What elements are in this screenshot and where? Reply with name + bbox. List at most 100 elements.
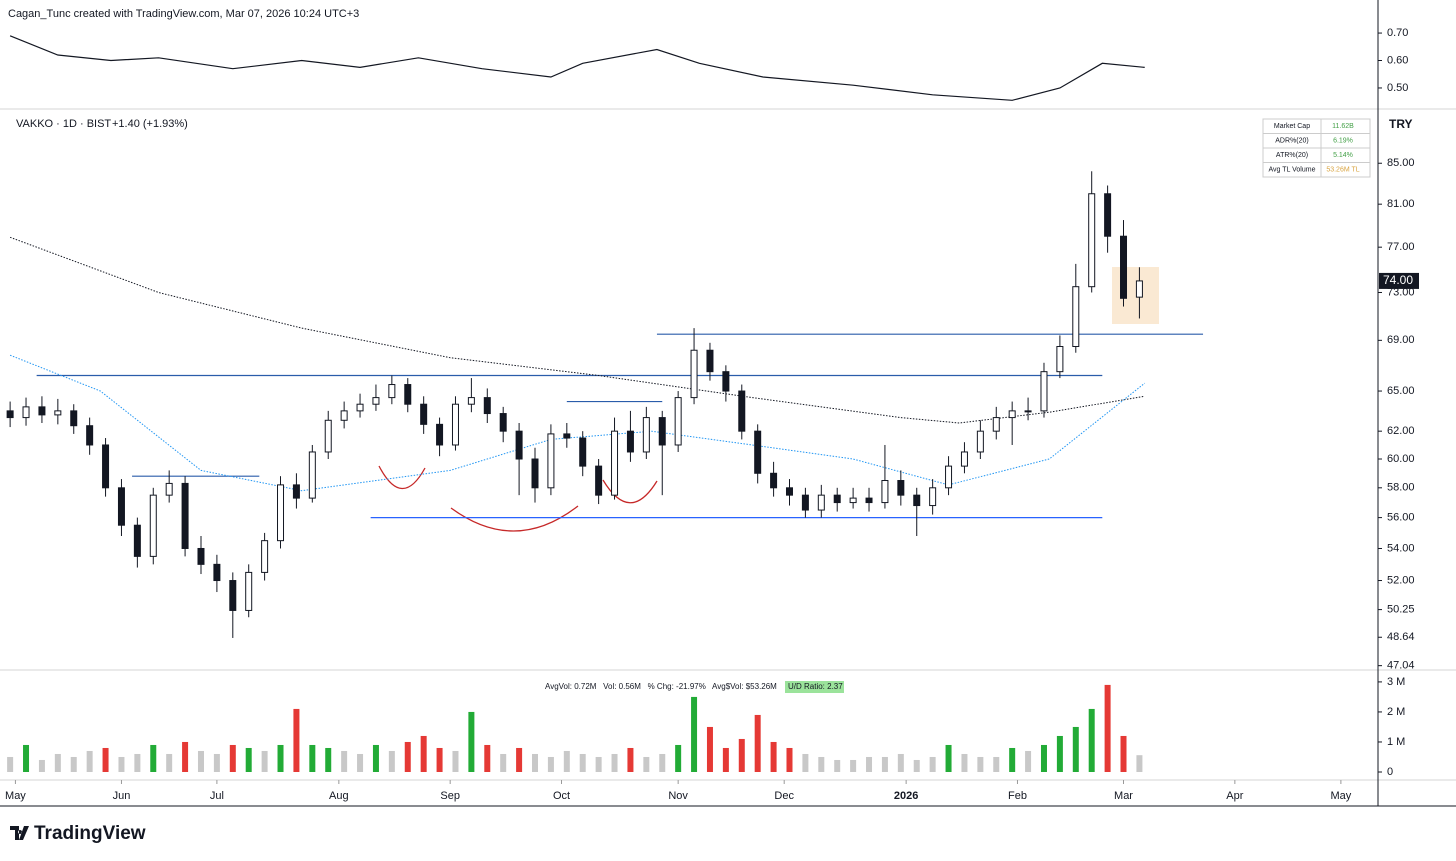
y-tick-label: 81.00 (1387, 198, 1415, 210)
x-tick-label: Sep (440, 790, 460, 802)
candle-body (6, 410, 14, 419)
volume-bar (611, 753, 618, 772)
volume-bar (277, 744, 284, 772)
volume-bar (150, 744, 157, 772)
candle-body (261, 540, 269, 573)
volume-bar (722, 747, 729, 772)
y-tick-label: 52.00 (1387, 574, 1415, 586)
volume-tick-label: 2 M (1387, 706, 1405, 718)
candle-body (1135, 280, 1143, 298)
volume-bar (866, 756, 873, 772)
volume-bar (1104, 684, 1111, 772)
volume-bar (245, 747, 252, 772)
volume-bar (881, 756, 888, 772)
volume-bar (468, 711, 475, 772)
y-tick-label: 60.00 (1387, 453, 1415, 465)
volume-bar (70, 756, 77, 772)
logo-mark (10, 826, 29, 840)
x-tick-label: Mar (1114, 790, 1133, 802)
volume-bar (691, 696, 698, 772)
volume-bar (404, 741, 411, 772)
candle-body (70, 410, 78, 427)
candle-body (1040, 371, 1048, 412)
table-key: Avg TL Volume (1269, 167, 1316, 174)
currency: TRY (1389, 117, 1413, 131)
credit: Cagan_Tunc created with TradingView.com,… (8, 8, 359, 20)
last-price-label: 74.00 (1383, 273, 1413, 287)
volume-bar (643, 756, 650, 772)
candle-body (738, 390, 746, 432)
volume-bar (452, 750, 459, 772)
x-tick-label: 2026 (894, 790, 918, 802)
x-tick-label: May (1330, 790, 1351, 802)
indicator-tick-label: 0.50 (1387, 82, 1408, 94)
candle-body (117, 487, 125, 526)
candle-body (690, 349, 698, 399)
candle-body (945, 465, 953, 489)
y-tick-label: 73.00 (1387, 286, 1415, 298)
volume-bar (516, 747, 523, 772)
candle-body (626, 430, 634, 453)
candle-body (324, 419, 332, 453)
table-value: 53.26M TL (1326, 167, 1359, 174)
candle-body (420, 403, 428, 425)
candle-body (149, 494, 157, 557)
y-tick-label: 58.00 (1387, 482, 1415, 494)
volume-bar (1072, 726, 1079, 772)
candle-body (451, 403, 459, 446)
ud-ratio: U/D Ratio: 2.37 (788, 682, 843, 691)
change: +1.40 (+1.93%) (112, 118, 188, 130)
volume-bar (738, 738, 745, 772)
candle-body (801, 494, 809, 511)
candle-body (229, 580, 237, 611)
volume-bar (102, 747, 109, 772)
candle-body (992, 417, 1000, 432)
volume-bar (1040, 744, 1047, 772)
candle-body (515, 430, 523, 460)
candle-body (86, 425, 94, 446)
candle-body (785, 487, 793, 496)
candle-body (611, 430, 619, 496)
y-tick-label: 48.64 (1387, 631, 1415, 643)
volume-bar (579, 753, 586, 772)
volume-bar (372, 744, 379, 772)
volume-tick-label: 0 (1387, 766, 1393, 778)
candle-body (642, 417, 650, 453)
volume-bar (1056, 735, 1063, 772)
candle-body (245, 571, 253, 611)
candle-body (22, 406, 30, 419)
volume-bar (118, 756, 125, 772)
candle-body (929, 487, 937, 507)
candle-body (436, 423, 444, 446)
candle-body (913, 494, 921, 507)
brand: TradingView (34, 823, 146, 844)
candle-body (308, 451, 316, 499)
candle-body (754, 430, 762, 474)
candle-body (499, 413, 507, 432)
volume-bar (388, 750, 395, 772)
volume-bar (309, 744, 316, 772)
volume-bar (1025, 750, 1032, 772)
volume-bar (754, 714, 761, 772)
volume-bar (897, 753, 904, 772)
table-key: ATR%(20) (1276, 152, 1308, 159)
candle-body (849, 497, 857, 504)
candle-body (674, 397, 682, 446)
volume-bar (86, 750, 93, 772)
y-tick-label: 56.00 (1387, 512, 1415, 524)
candle-body (960, 451, 968, 467)
base-arc (602, 479, 658, 504)
volume-bar (325, 747, 332, 772)
candle-body (722, 371, 730, 392)
candle-body (579, 437, 587, 467)
x-tick-label: Apr (1226, 790, 1243, 802)
candle-body (165, 482, 173, 496)
volume-bar (770, 741, 777, 772)
candle-body (213, 563, 221, 582)
candle-body (467, 397, 475, 405)
volume-bar (1136, 755, 1143, 772)
y-tick-label: 47.04 (1387, 660, 1415, 672)
volume-bar (850, 759, 857, 772)
